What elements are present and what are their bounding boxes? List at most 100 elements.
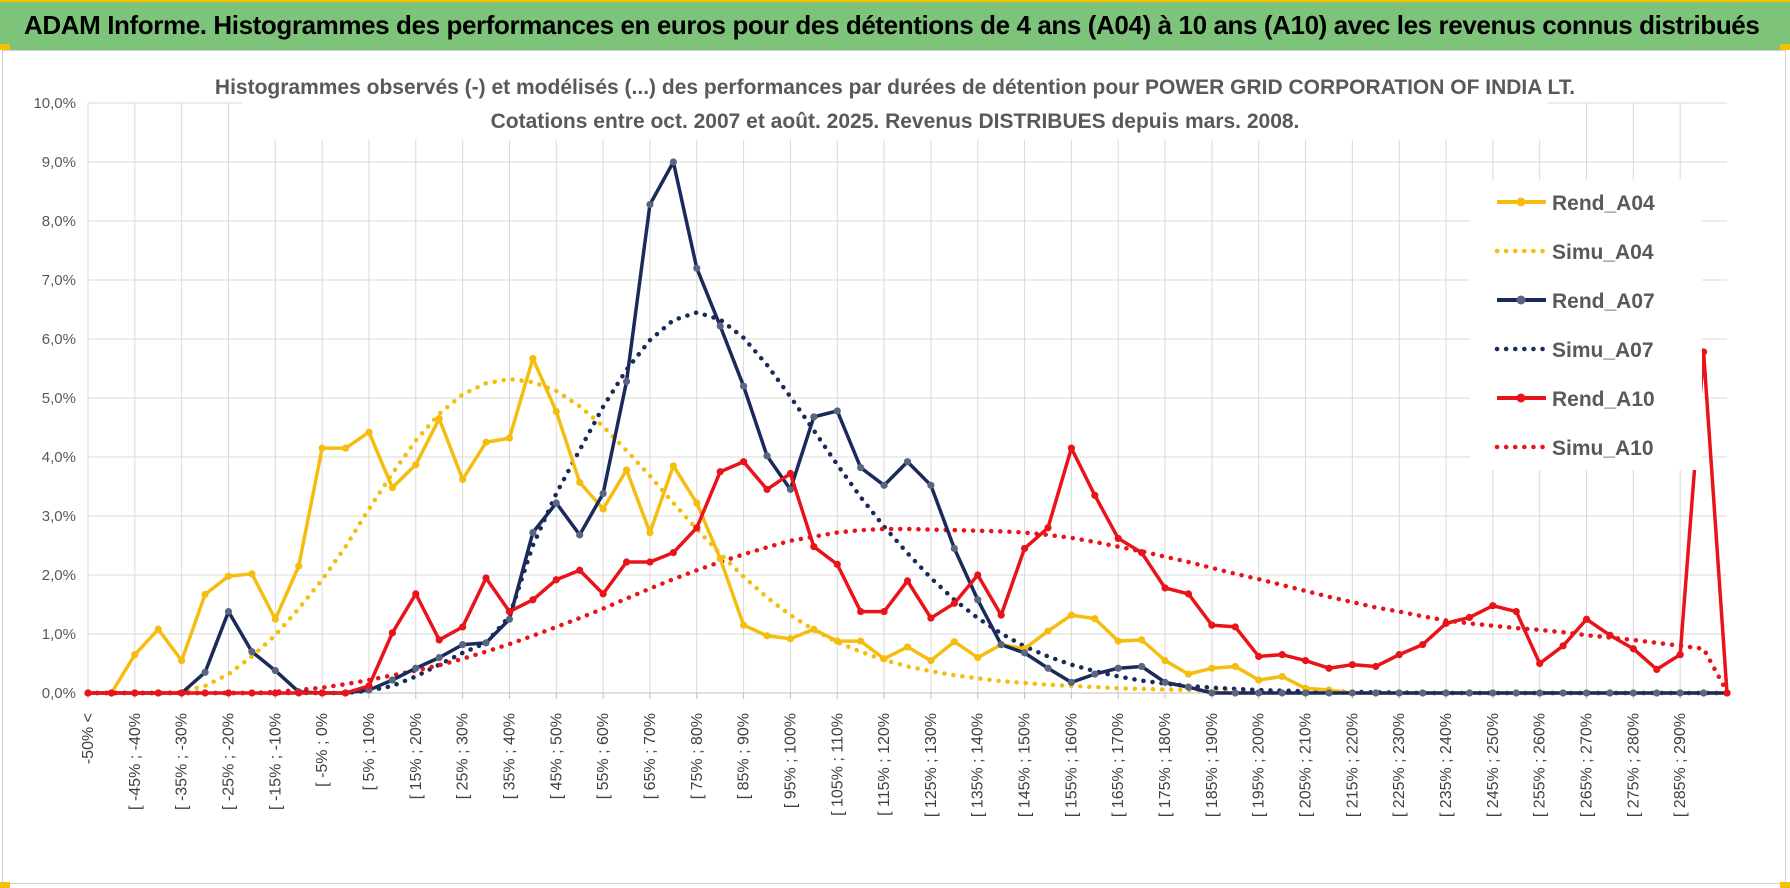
data-point-rend-a10 [599,590,607,598]
data-point-rend-a07 [1582,689,1591,697]
data-point-rend-a04 [412,461,420,469]
data-point-rend-a07 [1653,689,1661,697]
data-point-rend-a04 [716,554,724,563]
data-point-rend-a07 [622,377,631,386]
data-point-rend-a07 [903,458,912,466]
data-point-rend-a04 [903,643,912,651]
x-tick-label: [ -35% ; -30% [174,713,191,810]
data-point-rend-a07 [997,641,1005,649]
data-point-rend-a04 [763,632,771,640]
data-point-rend-a10 [1395,651,1403,659]
data-point-rend-a10 [1278,651,1286,659]
data-point-rend-a10 [1653,665,1661,674]
data-point-rend-a07 [1325,689,1333,697]
data-point-rend-a04 [552,407,560,416]
data-point-rend-a07 [1020,649,1029,657]
corner-mark-right [1780,44,1790,50]
x-tick-label: [ 125% ; 130% [923,713,940,817]
data-point-rend-a07 [786,485,795,494]
data-point-rend-a04 [576,478,584,486]
data-point-rend-a04 [1091,615,1099,623]
y-tick-label: 9,0% [42,154,76,171]
data-point-rend-a04 [482,438,490,446]
chart-series [84,158,1731,697]
legend-label-simu-a10: Simu_A10 [1552,437,1654,460]
data-point-rend-a07 [552,499,560,507]
data-point-rend-a04 [224,572,233,580]
data-point-rend-a04 [178,656,186,665]
data-point-rend-a07 [505,615,514,623]
data-point-rend-a10 [833,560,841,568]
data-point-rend-a07 [1372,689,1380,697]
data-point-rend-a10 [271,689,279,697]
data-point-rend-a07 [1442,689,1450,697]
chart-title-background [242,70,1548,140]
legend-label-rend-a07: Rend_A07 [1552,290,1655,313]
data-point-rend-a04 [1231,662,1239,671]
x-tick-label: [ 135% ; 140% [970,713,987,817]
chart-grid [87,102,1727,694]
data-point-rend-a07 [1184,683,1193,691]
x-tick-label: [ 275% ; 280% [1625,713,1642,817]
data-point-rend-a07 [1208,689,1216,697]
data-point-rend-a10 [365,682,373,690]
data-point-rend-a10 [552,576,560,584]
data-point-rend-a04 [857,637,865,645]
x-tick-label: [ 155% ; 160% [1063,713,1080,817]
y-tick-label: 7,0% [42,272,76,289]
x-tick-label: [ 175% ; 180% [1157,713,1174,817]
data-point-rend-a10 [505,607,514,616]
data-point-rend-a10 [1489,602,1497,610]
data-point-rend-a07 [1676,689,1684,697]
x-tick-label: [ 95% ; 100% [782,713,799,808]
data-point-rend-a10 [1255,652,1263,661]
data-point-rend-a07 [1465,689,1474,697]
data-point-rend-a04 [833,637,841,645]
data-point-rend-a07 [1606,689,1614,697]
data-point-rend-a04 [1044,627,1052,635]
data-point-rend-a07 [1419,689,1427,697]
x-tick-label: [ 285% ; 290% [1672,713,1689,817]
data-point-rend-a10 [1114,534,1122,543]
x-tick-label: [ 35% ; 40% [501,713,518,799]
data-point-rend-a10 [107,689,116,697]
data-point-rend-a10 [84,689,92,697]
data-point-rend-a10 [529,596,537,604]
data-point-rend-a07 [1091,670,1099,678]
data-point-rend-a04 [622,466,631,474]
legend-marker-rend-a04 [1516,197,1526,207]
data-point-rend-a04 [1161,656,1169,665]
data-point-rend-a10 [435,636,443,644]
data-point-rend-a10 [693,524,701,532]
data-point-rend-a10 [810,543,818,551]
data-point-rend-a07 [224,607,233,616]
data-point-rend-a07 [435,654,443,662]
x-tick-label: [ 265% ; 270% [1579,713,1596,817]
data-point-rend-a07 [740,382,748,390]
y-tick-label: 0,0% [42,685,76,702]
data-point-rend-a07 [927,481,935,489]
x-tick-label: [ 5% ; 10% [361,713,378,790]
data-point-rend-a07 [599,489,607,498]
data-point-rend-a10 [1067,444,1075,452]
data-point-rend-a04 [131,651,139,659]
data-point-rend-a04 [248,570,256,578]
data-point-rend-a10 [1582,615,1591,623]
data-point-rend-a07 [1255,689,1263,697]
corner-mark-left [0,44,10,50]
data-point-rend-a07 [1231,689,1239,697]
data-point-rend-a10 [482,574,490,582]
data-point-rend-a10 [1020,544,1029,553]
data-point-rend-a07 [763,452,771,460]
data-point-rend-a04 [1114,637,1122,645]
legend-label-rend-a10: Rend_A10 [1552,388,1655,411]
data-point-rend-a04 [201,590,209,599]
data-point-rend-a10 [178,689,186,697]
data-point-rend-a07 [646,200,654,209]
x-tick-label: [ 45% ; 50% [548,713,565,799]
data-point-rend-a10 [295,689,303,697]
data-point-rend-a10 [1723,689,1731,697]
data-point-rend-a07 [459,641,467,649]
x-tick-label: [ 15% ; 20% [408,713,425,799]
x-tick-label: [ 245% ; 250% [1485,713,1502,817]
